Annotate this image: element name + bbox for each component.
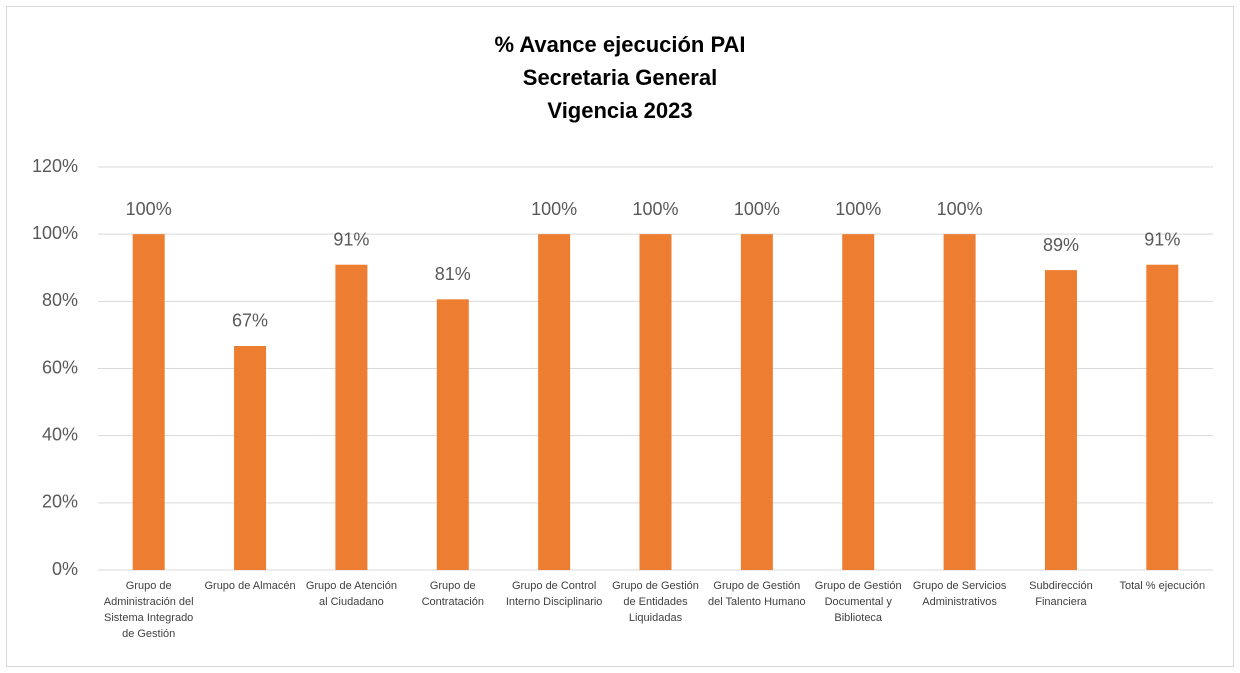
chart-title: % Avance ejecución PAI bbox=[494, 32, 745, 57]
bar bbox=[1146, 264, 1179, 570]
bar bbox=[132, 234, 165, 570]
y-tick-label: 0% bbox=[52, 559, 78, 579]
x-tick-label: Total % ejecución bbox=[1119, 580, 1206, 592]
data-label: 91% bbox=[1144, 229, 1180, 249]
x-tick-label: Grupo de Almacén bbox=[204, 580, 296, 592]
data-label: 81% bbox=[435, 264, 471, 284]
bar bbox=[842, 234, 875, 570]
bar bbox=[234, 345, 267, 570]
x-tick-label: Grupo de Gestión de Entidades Liquidadas bbox=[612, 580, 699, 624]
data-label: 100% bbox=[734, 199, 780, 219]
data-label: 91% bbox=[333, 229, 369, 249]
y-tick-label: 40% bbox=[42, 424, 78, 444]
bar bbox=[436, 299, 469, 570]
chart-border bbox=[6, 6, 1234, 667]
data-label: 100% bbox=[835, 199, 881, 219]
y-tick-label: 80% bbox=[42, 290, 78, 310]
x-tick-label: Grupo de Contratación bbox=[421, 580, 484, 608]
data-label: 100% bbox=[531, 199, 577, 219]
bar bbox=[943, 234, 976, 570]
x-tick-label: Grupo de Atención al Ciudadano bbox=[305, 580, 397, 608]
x-tick-label: Grupo de Control Interno Disciplinario bbox=[505, 580, 603, 608]
data-label: 67% bbox=[232, 311, 268, 331]
bar bbox=[538, 234, 571, 570]
x-tick-label: Subdirección Financiera bbox=[1029, 580, 1093, 608]
x-tick-label: Grupo de Administración del Sistema Inte… bbox=[103, 580, 194, 640]
y-tick-label: 20% bbox=[42, 492, 78, 512]
bar bbox=[639, 234, 672, 570]
data-label: 100% bbox=[937, 199, 983, 219]
y-tick-label: 100% bbox=[32, 223, 78, 243]
data-label: 100% bbox=[126, 199, 172, 219]
y-tick-label: 60% bbox=[42, 357, 78, 377]
data-label: 89% bbox=[1043, 235, 1079, 255]
y-tick-label: 120% bbox=[32, 156, 78, 176]
chart-title: Vigencia 2023 bbox=[547, 98, 692, 123]
chart-title: Secretaria General bbox=[523, 65, 717, 90]
x-tick-label: Grupo de Gestión Documental y Biblioteca bbox=[814, 580, 902, 624]
data-label: 100% bbox=[632, 199, 678, 219]
bar bbox=[740, 234, 773, 570]
x-tick-label: Grupo de Gestión del Talento Humano bbox=[708, 580, 806, 608]
x-tick-label: Grupo de Servicios Administrativos bbox=[912, 580, 1007, 608]
bar bbox=[1044, 270, 1077, 570]
bar bbox=[335, 264, 368, 570]
